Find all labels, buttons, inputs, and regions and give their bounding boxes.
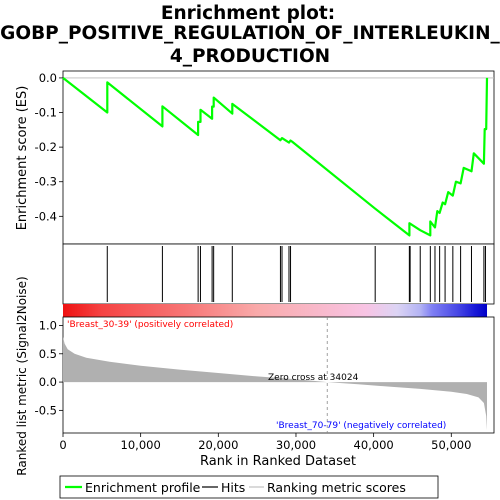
positive-correlation-label: 'Breast_30-39' (positively correlated): [67, 320, 233, 330]
x-tick-label: 40,000: [354, 438, 394, 452]
x-tick-label: 10,000: [121, 438, 161, 452]
colorbar-strip: [63, 304, 488, 317]
metric-y-axis-ticks: 1.0 0.5 0.0 -0.5: [35, 318, 63, 417]
chart-title-line-2: GOBP_POSITIVE_REGULATION_OF_INTERLEUKIN_: [0, 23, 500, 44]
hit-markers: [106, 246, 486, 302]
metric-y-tick-label: 0.0: [39, 375, 57, 389]
x-tick-label: 20,000: [198, 438, 238, 452]
x-tick-label: 0: [59, 438, 66, 452]
x-axis-label: Rank in Ranked Dataset: [200, 454, 356, 469]
es-y-tick-label: -0.3: [35, 175, 57, 189]
es-y-tick-label: 0.0: [39, 71, 57, 85]
metric-y-tick-label: 1.0: [39, 318, 57, 332]
x-axis-ticks: 0 10,000 20,000 30,000 40,000 50,000: [59, 433, 471, 452]
legend-enrichment-label: Enrichment profile: [85, 480, 201, 495]
es-y-tick-label: -0.4: [35, 209, 57, 223]
metric-y-tick-label: -0.5: [35, 403, 57, 417]
es-y-axis-label: Enrichment score (ES): [15, 86, 30, 231]
x-tick-label: 30,000: [276, 438, 316, 452]
es-y-tick-label: -0.2: [35, 140, 57, 154]
zero-cross-label: Zero cross at 34024: [268, 373, 359, 383]
enrichment-profile-line: [62, 77, 489, 237]
ranking-metric-area: [63, 336, 487, 431]
chart-title-line-1: Enrichment plot:: [161, 3, 335, 24]
hits-panel-frame: [62, 243, 495, 305]
metric-y-tick-label: 0.5: [39, 347, 57, 361]
es-y-axis-ticks: 0.0 -0.1 -0.2 -0.3 -0.4: [35, 71, 63, 223]
legend-hits-label: Hits: [221, 480, 245, 495]
es-y-tick-label: -0.1: [35, 106, 57, 120]
es-panel-frame: [62, 70, 495, 245]
ranking-colorbar: [63, 304, 488, 317]
legend-metric-label: Ranking metric scores: [267, 480, 406, 495]
metric-y-axis-label: Ranked list metric (Signal2Noise): [15, 276, 29, 475]
negative-correlation-label: 'Breast_70-79' (negatively correlated): [276, 421, 446, 431]
x-tick-label: 50,000: [431, 438, 471, 452]
chart-title-line-3: 4_PRODUCTION: [170, 46, 330, 67]
